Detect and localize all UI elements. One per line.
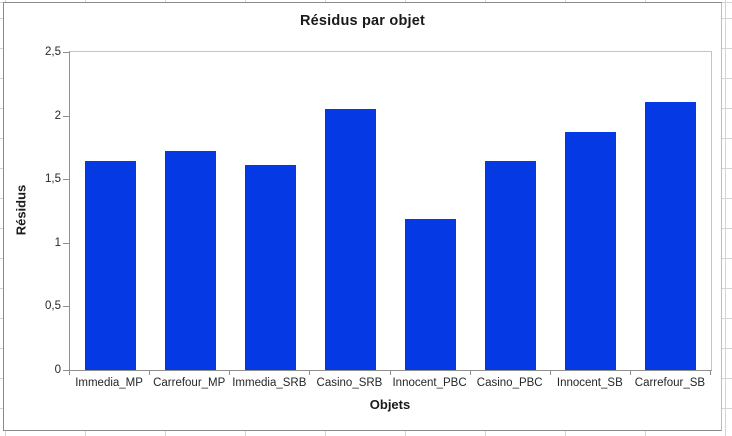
bar-Casino_PBC	[485, 161, 537, 370]
x-tick-mark	[229, 371, 231, 375]
x-tick-mark	[309, 371, 311, 375]
bar-Carrefour_SB	[645, 101, 697, 370]
y-tick-mark	[63, 115, 69, 117]
bar-Immedia_SRB	[244, 165, 296, 370]
x-tick-mark	[469, 371, 471, 375]
y-tick-mark	[63, 242, 69, 244]
bar-Innocent_PBC	[405, 218, 457, 370]
x-tick-mark	[69, 371, 70, 375]
y-tick-label: 1	[54, 236, 61, 249]
x-category-label: Immedia_MP	[75, 377, 143, 389]
y-tick-label: 2,5	[45, 46, 61, 58]
y-tick-label: 2	[54, 109, 61, 122]
bar-Casino_SRB	[324, 109, 376, 370]
x-category-label: Innocent_PBC	[392, 377, 467, 389]
y-tick-mark	[63, 52, 69, 53]
y-tick-mark	[63, 306, 69, 308]
chart-title: Résidus par objet	[299, 13, 426, 29]
y-tick-label: 0,5	[45, 300, 61, 313]
x-tick-mark	[710, 371, 711, 375]
bar-Carrefour_MP	[164, 151, 216, 370]
x-tick-mark	[389, 371, 391, 375]
x-category-label: Casino_PBC	[476, 377, 543, 389]
y-tick-mark	[63, 179, 69, 181]
y-axis-title: Résidus	[13, 184, 29, 236]
y-tick-label: 0	[54, 364, 61, 376]
x-category-label: Carrefour_MP	[153, 377, 226, 389]
x-category-label: Carrefour_SB	[634, 377, 706, 389]
x-tick-mark	[629, 371, 631, 375]
plot-area	[69, 51, 712, 371]
bar-Immedia_MP	[84, 161, 136, 370]
x-category-label: Casino_SRB	[316, 377, 383, 389]
bar-Innocent_SB	[565, 132, 617, 370]
x-tick-mark	[549, 371, 551, 375]
x-tick-mark	[149, 371, 151, 375]
x-axis-title: Objets	[369, 397, 411, 412]
y-tick-mark	[63, 370, 69, 371]
x-category-label: Immedia_SRB	[232, 377, 307, 389]
y-tick-label: 1,5	[45, 173, 61, 186]
x-category-label: Innocent_SB	[556, 377, 623, 389]
